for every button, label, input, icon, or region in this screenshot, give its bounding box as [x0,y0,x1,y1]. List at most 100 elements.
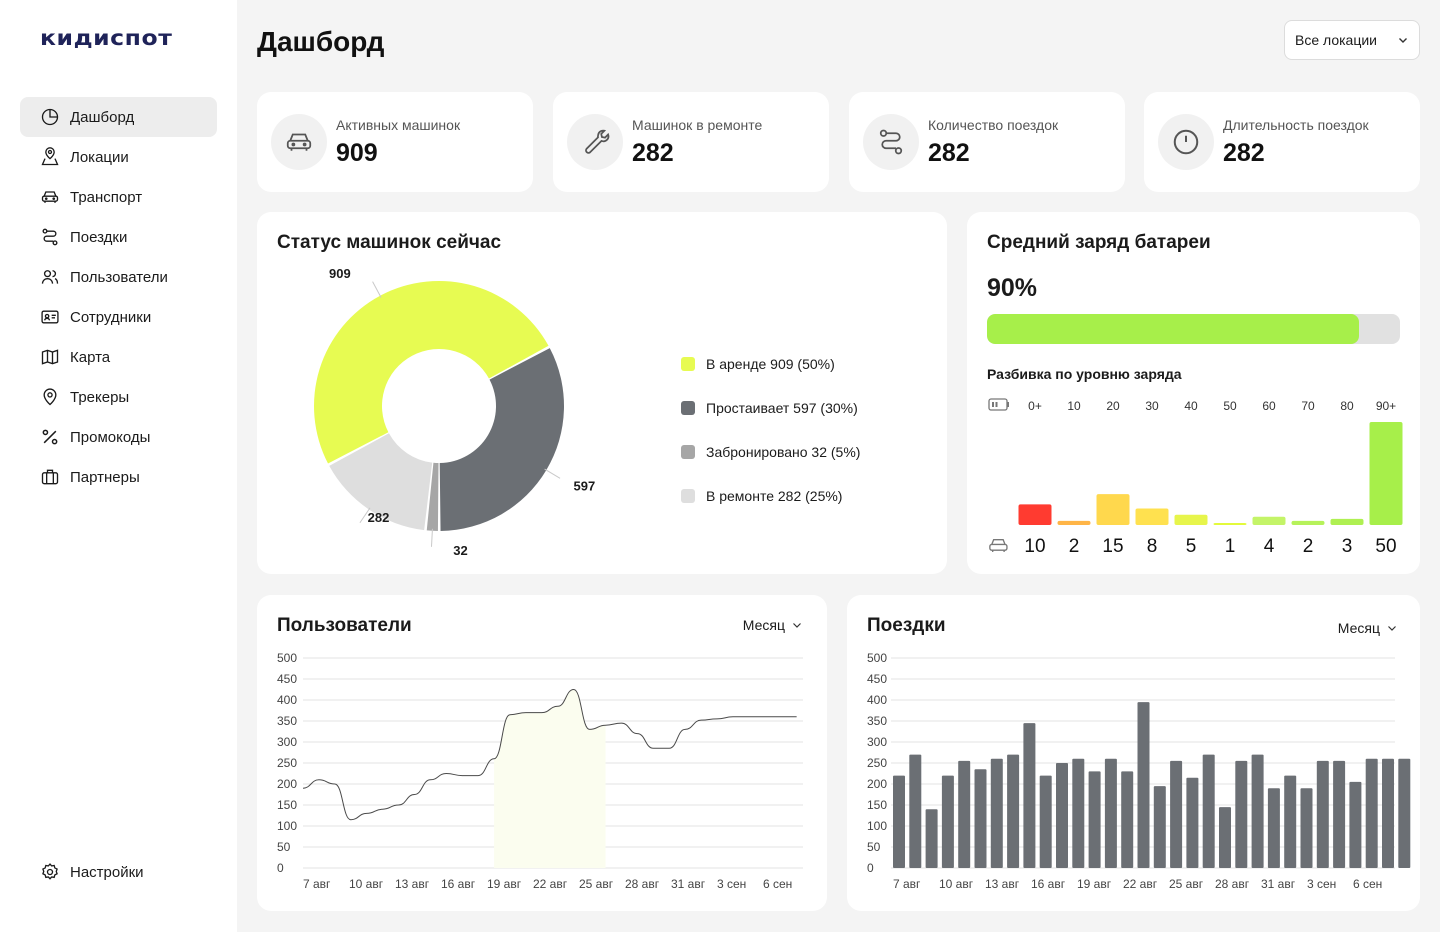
legend-item-idle: Простаивает 597 (30%) [681,386,860,430]
battery-level-count: 5 [1186,536,1197,557]
battery-level-bar [1096,494,1130,525]
briefcase-icon [41,469,59,485]
trips-bar [1137,702,1150,868]
sidebar-item-settings[interactable]: Настройки [20,852,217,892]
battery-level-tick: 50 [1223,399,1237,413]
trips-bar [1007,754,1020,868]
stat-label: Длительность поездок [1223,117,1369,133]
donut-leader-line [372,281,382,298]
battery-level-tick: 30 [1145,399,1159,413]
trips-bar [1284,775,1297,868]
location-select[interactable]: Все локации [1284,20,1420,60]
x-tick-label: 3 сен [717,877,746,891]
trips-bar [1170,760,1183,868]
sidebar-item-label: Локации [70,148,129,166]
stat-label: Количество поездок [928,117,1059,133]
trips-bar [1300,788,1313,868]
x-tick-label: 19 авг [1077,877,1112,891]
chevron-down-icon [793,623,801,628]
stat-value: 282 [928,139,970,167]
trips-bar [1088,771,1101,868]
battery-level-tick: 90+ [1376,399,1396,413]
x-tick-label: 7 авг [893,877,921,891]
x-tick-label: 16 авг [1031,877,1066,891]
trips-bar [1267,788,1280,868]
status-donut-chart: 909 597 32 282 [313,266,595,558]
y-tick-label: 300 [867,735,887,749]
donut-slice [439,348,564,531]
sidebar-item-trackers[interactable]: Трекеры [20,377,217,417]
y-tick-label: 500 [867,651,887,665]
car-icon [41,191,59,203]
location-select-value: Все локации [1295,32,1378,48]
trips-bar [1153,786,1166,868]
stat-value: 282 [1223,139,1265,167]
trips-bar [1365,758,1378,868]
battery-level-bar [1057,520,1091,525]
sidebar-item-trips[interactable]: Поездки [20,217,217,257]
sidebar-item-users[interactable]: Пользователи [20,257,217,297]
y-tick-label: 300 [277,735,297,749]
trips-panel-title: Поездки [867,615,946,636]
car-icon [989,539,1008,553]
battery-level-count: 2 [1069,536,1080,557]
legend-item-repair: В ремонте 282 (25%) [681,474,860,518]
location-pin-icon [43,388,57,406]
legend-label: Забронировано 32 (5%) [706,444,861,460]
battery-level-tick: 0+ [1028,399,1042,413]
users-panel: Пользователи Месяц 0 50 100 150 200 250 300 350… [257,595,827,911]
battery-panel-title: Средний заряд батареи [987,232,1211,253]
trips-bar [1121,771,1134,868]
battery-level-count: 8 [1147,536,1158,557]
sidebar-item-locations[interactable]: Локации [20,137,217,177]
trips-period-select[interactable]: Месяц [1338,620,1398,636]
clock-icon [1173,129,1199,155]
stat-value: 909 [336,139,378,167]
y-tick-label: 100 [867,819,887,833]
users-panel-title: Пользователи [277,615,412,636]
sidebar-item-label: Дашборд [70,108,135,126]
sidebar-item-dashboard[interactable]: Дашборд [20,97,217,137]
stat-label: Активных машинок [336,117,461,133]
x-tick-label: 28 авг [625,877,660,891]
trips-bar [893,775,905,868]
x-tick-label: 10 авг [349,877,384,891]
app-logo[interactable]: КИДИСПОТ [40,26,173,50]
y-tick-label: 200 [277,777,297,791]
donut-value-label: 32 [453,543,467,558]
users-icon [41,270,59,284]
battery-level-tick: 40 [1184,399,1198,413]
y-tick-label: 450 [277,672,297,686]
map-pin-icon [41,147,59,166]
users-period-select[interactable]: Месяц [743,617,803,633]
wrench-icon [585,129,610,154]
stat-icon-wrapper [271,114,327,170]
sidebar-item-staff[interactable]: Сотрудники [20,297,217,337]
legend-swatch [681,401,695,415]
sidebar-item-promocodes[interactable]: Промокоды [20,417,217,457]
battery-level-bar [1213,522,1247,525]
x-tick-label: 25 авг [1169,877,1204,891]
stat-card-duration: Длительность поездок 282 [1144,92,1420,192]
x-tick-label: 13 авг [985,877,1020,891]
sidebar-item-map[interactable]: Карта [20,337,217,377]
legend-label: Простаивает 597 (30%) [706,400,858,416]
battery-level-count: 15 [1102,536,1123,557]
chevron-down-icon [1399,38,1407,43]
sidebar-item-partners[interactable]: Партнеры [20,457,217,497]
sidebar-item-transport[interactable]: Транспорт [20,177,217,217]
stat-value: 282 [632,139,674,167]
trips-bar [1235,760,1248,868]
battery-icon [988,398,1009,411]
donut-value-label: 282 [368,510,390,525]
settings-section: Настройки [20,852,217,892]
y-tick-label: 0 [277,861,284,875]
sidebar-item-label: Транспорт [70,188,143,206]
x-tick-label: 3 сен [1307,877,1336,891]
trips-bar [1039,775,1052,868]
battery-level-tick: 10 [1067,399,1081,413]
battery-level-bar [1018,504,1052,525]
stat-icon-wrapper [863,114,919,170]
legend-swatch [681,489,695,503]
sidebar-item-label: Пользователи [70,268,168,286]
